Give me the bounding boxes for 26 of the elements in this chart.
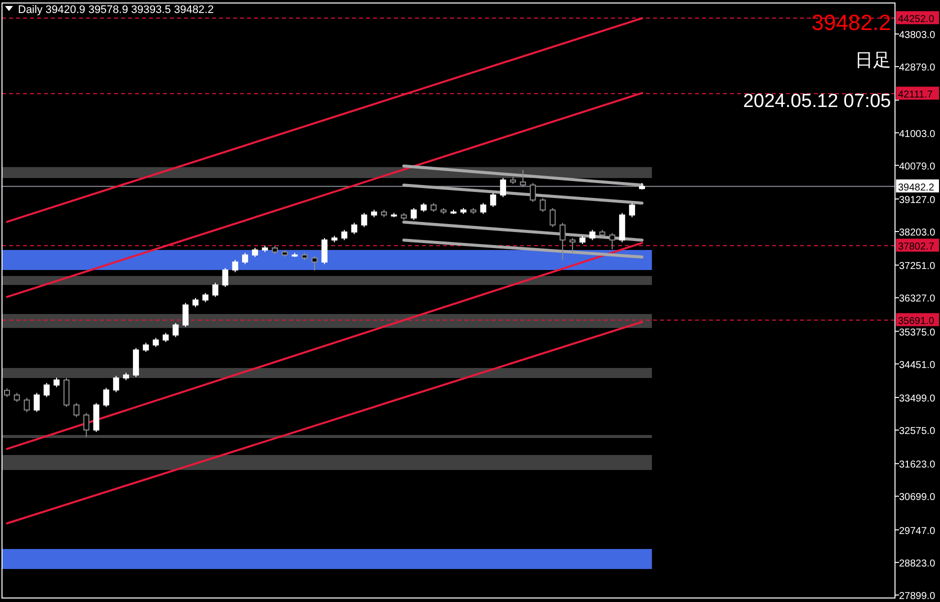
y-tick-label: 40079.0 <box>899 161 936 172</box>
y-tick-label: 38203.0 <box>899 228 936 239</box>
ref-line-label: 42111.7 <box>898 90 934 101</box>
annotation: 39482.2 <box>811 10 891 35</box>
annotation: 日足 <box>855 50 891 70</box>
y-tick-label: 34451.0 <box>899 360 936 371</box>
y-tick-label: 36327.0 <box>899 294 936 305</box>
y-tick-label: 27899.0 <box>899 591 936 602</box>
y-tick-label: 31623.0 <box>899 460 936 471</box>
annotation: 2024.05.12 07:05 <box>743 91 891 112</box>
y-tick-label: 37251.0 <box>899 261 936 272</box>
y-tick-label: 43803.0 <box>899 30 936 41</box>
y-tick-label: 41003.0 <box>899 128 936 140</box>
y-tick-label: 42879.0 <box>899 62 936 74</box>
y-tick-label: 35375.0 <box>899 327 936 338</box>
annotation: Daily 39420.9 39578.9 39393.5 39482.2 <box>18 4 214 16</box>
ref-line-label: 39482.2 <box>898 182 935 194</box>
y-tick-label: 39127.0 <box>899 194 936 206</box>
ref-line-label: 37802.7 <box>898 242 935 253</box>
y-tick-label: 33499.0 <box>899 393 936 404</box>
y-tick-label: 28823.0 <box>899 558 936 570</box>
ref-line-label: 35691.0 <box>898 316 935 328</box>
y-tick-label: 30699.0 <box>899 492 936 504</box>
ref-line-label: 44252.0 <box>898 14 935 26</box>
y-tick-label: 32575.0 <box>899 426 936 438</box>
y-tick-label: 29747.0 <box>899 526 936 537</box>
